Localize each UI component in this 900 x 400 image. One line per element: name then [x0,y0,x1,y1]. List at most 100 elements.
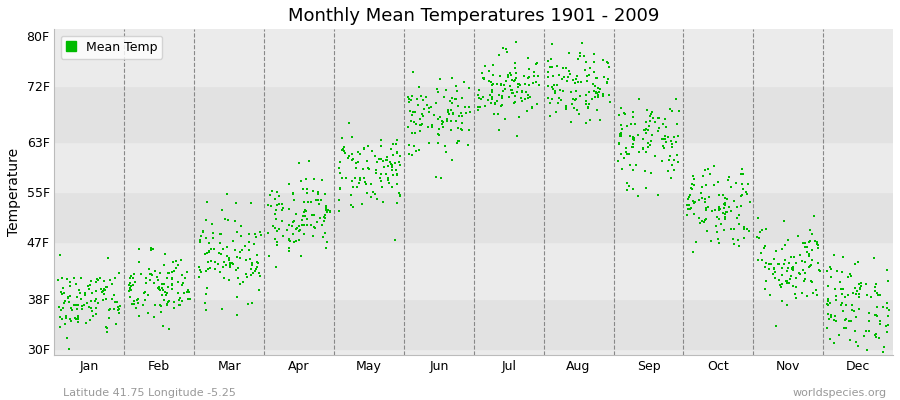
Point [70,312,85,319]
Point [808,238,823,244]
Point [320,239,335,246]
Point [477,74,491,81]
Point [353,151,367,158]
Point [511,81,526,88]
Point [341,154,356,161]
Point [331,165,346,172]
Point [856,364,870,370]
Point [476,94,491,100]
Point [222,257,237,264]
Point [294,222,309,228]
Point [405,130,419,136]
Point [386,172,400,178]
Point [59,276,74,282]
Point [156,323,170,329]
Point [485,89,500,95]
Point [839,324,853,331]
Point [241,301,256,307]
Point [350,184,365,190]
Point [716,192,730,199]
Point [581,72,596,78]
Point [804,262,818,269]
Point [601,60,616,66]
Point [620,151,634,158]
Point [202,240,216,246]
Point [77,290,92,296]
Point [454,112,469,119]
Point [57,300,71,306]
Point [596,93,610,100]
Point [233,249,248,255]
Point [199,268,213,274]
Point [589,75,603,82]
Point [142,266,157,272]
Point [430,140,445,146]
Point [849,291,863,297]
Point [345,178,359,184]
Point [161,297,176,304]
Point [422,108,436,115]
Point [837,325,851,332]
Point [176,280,190,286]
Point [838,317,852,324]
Point [298,207,312,214]
Point [112,310,126,316]
Point [478,63,492,70]
Point [687,211,701,218]
Point [199,268,213,274]
Point [63,278,77,285]
Point [319,203,333,209]
Point [392,152,407,159]
Point [89,296,104,302]
Point [543,99,557,106]
Point [389,140,403,147]
Point [500,45,514,52]
Point [430,89,445,96]
Point [158,289,172,295]
Point [377,164,392,170]
Point [693,219,707,226]
Point [154,309,168,316]
Point [664,161,679,168]
Point [348,164,363,171]
Point [407,143,421,149]
Point [193,237,207,243]
Point [82,304,96,310]
Point [55,291,69,297]
Point [358,181,373,188]
Point [796,240,811,246]
Bar [55,242,893,299]
Point [562,50,577,56]
Point [751,215,765,221]
Point [318,215,332,221]
Point [175,282,189,288]
Point [370,196,384,202]
Point [696,173,710,179]
Point [112,306,126,312]
Point [471,92,485,98]
Point [283,248,297,254]
Point [832,332,846,338]
Point [548,90,562,96]
Point [706,163,721,169]
Point [156,286,170,293]
Point [617,110,632,116]
Point [581,105,596,112]
Point [487,110,501,117]
Point [779,280,794,286]
Point [88,288,103,294]
Point [254,232,268,238]
Point [201,265,215,272]
Point [100,329,114,335]
Point [462,84,476,91]
Point [486,62,500,68]
Point [520,95,535,101]
Point [797,240,812,246]
Point [411,84,426,90]
Point [685,181,699,187]
Point [573,79,588,85]
Point [409,120,423,127]
Point [294,178,309,184]
Point [778,260,792,267]
Point [853,285,868,291]
